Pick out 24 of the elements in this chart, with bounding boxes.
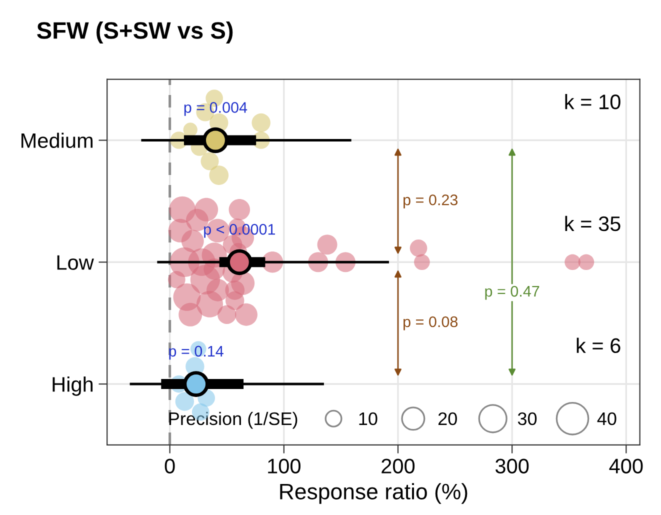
legend-label: 30	[518, 412, 537, 426]
legend-label: 10	[359, 412, 378, 426]
y-tick-label: High	[52, 376, 93, 396]
annotation: p = 0.14	[169, 346, 224, 360]
x-tick-label: 0	[164, 458, 175, 474]
x-tick-label: 400	[609, 458, 643, 474]
annotation: k = 35	[565, 216, 620, 232]
annotation: p = 0.47	[485, 286, 540, 300]
x-tick-label: 100	[268, 458, 300, 474]
annotation: p = 0.004	[184, 102, 248, 116]
y-tick-label: Medium	[22, 132, 93, 148]
legend-label: 20	[438, 412, 457, 426]
y-tick-label: Low	[57, 255, 94, 270]
x-tick-label: 200	[382, 458, 415, 474]
chart-title: SFW (S+SW vs S)	[37, 22, 233, 44]
annotation: k = 10	[565, 94, 620, 110]
legend-label: 40	[597, 412, 616, 426]
annotation: p < 0.0001	[204, 224, 275, 238]
annotation: p = 0.23	[404, 194, 458, 208]
annotation: k = 6	[576, 338, 620, 354]
x-axis-title: Response ratio (%)	[280, 483, 468, 504]
annotation: p = 0.08	[404, 316, 458, 330]
x-tick-label: 300	[495, 458, 529, 474]
legend-title: Precision (1/SE)	[169, 412, 298, 429]
